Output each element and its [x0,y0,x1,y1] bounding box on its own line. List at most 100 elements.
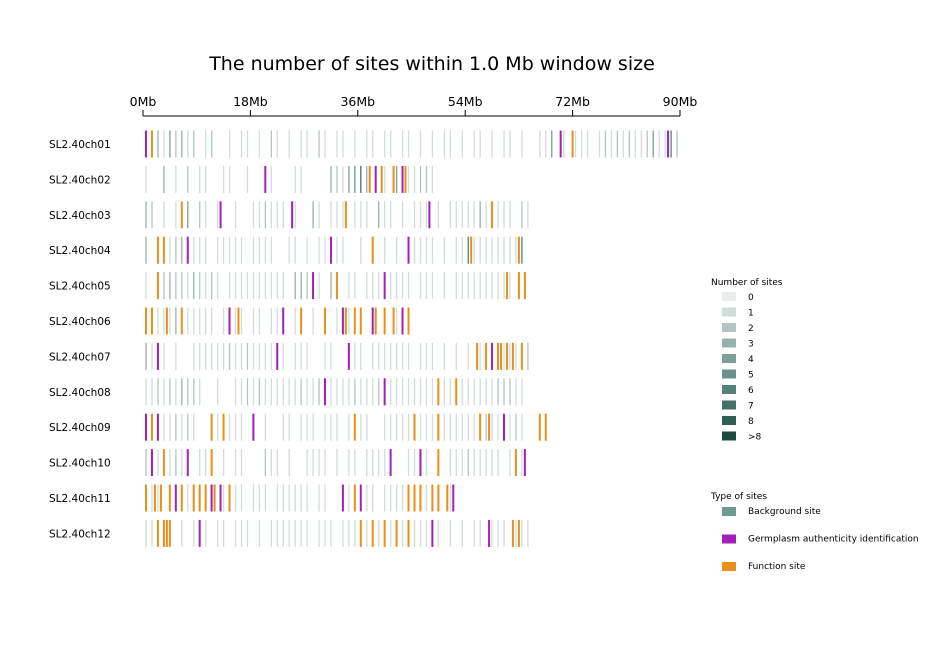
function-site-mark [165,519,168,547]
background-site-mark [509,449,511,477]
background-site-mark [288,236,290,264]
background-site-mark [145,519,147,547]
background-site-mark [425,413,428,441]
background-site-mark [503,272,505,300]
background-site-mark [652,130,654,158]
background-site-mark [461,201,463,229]
background-site-mark [175,342,177,370]
function-site-mark [150,413,153,441]
background-site-mark [390,201,392,229]
background-site-mark [473,413,475,441]
background-site-mark [199,165,201,193]
background-site-mark [348,484,350,512]
background-site-mark [491,519,493,547]
germplasm-site-mark [401,307,404,335]
density-legend-swatch [722,416,736,425]
background-site-mark [384,236,386,264]
chromosome-label: SL2.40ch07 [49,351,111,363]
background-site-mark [199,272,201,300]
background-site-mark [372,342,374,370]
background-site-mark [580,130,583,158]
background-site-mark [372,484,374,512]
background-site-mark [145,449,147,477]
background-site-mark [324,484,326,512]
chromosome-label: SL2.40ch09 [49,422,111,434]
site-type-legend-swatch [722,507,736,516]
background-site-mark [407,342,410,370]
density-legend-label: 1 [748,309,754,319]
background-site-mark [401,484,404,512]
background-site-mark [366,201,368,229]
density-legend-swatch [722,385,736,394]
background-site-mark [205,449,207,477]
background-site-mark [211,272,213,300]
function-site-mark [523,272,526,300]
background-site-mark [664,130,666,158]
background-site-mark [610,130,613,158]
background-site-mark [240,130,243,158]
background-site-mark [330,342,332,370]
function-site-mark [159,484,162,512]
background-site-mark [163,130,165,158]
background-site-mark [401,201,404,229]
site-type-legend-label: Germplasm authenticity identification [748,535,919,545]
background-site-mark [413,201,416,229]
function-site-mark [419,484,422,512]
background-site-mark [485,236,487,264]
background-site-mark [234,342,237,370]
germplasm-site-mark [374,165,377,193]
background-site-mark [342,236,344,264]
function-site-mark [571,130,574,158]
function-site-mark [476,342,479,370]
chromosome-row: SL2.40ch06 [49,307,410,335]
chromosome-label: SL2.40ch10 [49,458,111,470]
background-site-mark [390,272,392,300]
background-site-mark [503,201,505,229]
background-site-mark [193,342,195,370]
background-site-mark [246,272,249,300]
background-site-mark [211,342,213,370]
background-site-mark [246,165,249,193]
background-site-mark [366,484,368,512]
background-site-mark [264,342,267,370]
background-site-mark [413,449,416,477]
background-site-mark [407,449,410,477]
background-site-mark [366,130,368,158]
background-site-mark [306,449,308,477]
background-site-mark [372,378,374,406]
background-site-mark [354,449,356,477]
background-site-mark [288,130,290,158]
background-site-mark [384,165,386,193]
background-site-mark [395,307,398,335]
background-site-mark [175,236,177,264]
function-site-mark [505,342,508,370]
chromosome-row: SL2.40ch03 [49,201,529,229]
background-site-mark [419,342,422,370]
background-site-mark [521,449,523,477]
background-site-mark [395,272,398,300]
function-site-mark [479,413,482,441]
background-site-mark [348,449,350,477]
background-site-mark [425,342,428,370]
function-site-mark [353,484,356,512]
background-site-mark [455,201,457,229]
background-site-mark [330,519,332,547]
background-site-mark [151,342,153,370]
chromosome-row: SL2.40ch04 [49,236,523,264]
function-site-mark [437,484,440,512]
background-site-mark [425,201,428,229]
background-site-mark [527,519,529,547]
background-site-mark [372,130,374,158]
density-legend-swatch [722,369,736,379]
background-site-mark [294,342,296,370]
background-site-mark [348,307,350,335]
background-site-mark [199,201,201,229]
background-site-mark [181,272,183,300]
background-site-mark [485,378,487,406]
background-site-mark [366,272,368,300]
background-site-mark [222,519,225,547]
background-site-mark [497,378,499,406]
background-site-mark [175,201,177,229]
function-site-mark [150,307,153,335]
background-site-mark [640,130,642,158]
